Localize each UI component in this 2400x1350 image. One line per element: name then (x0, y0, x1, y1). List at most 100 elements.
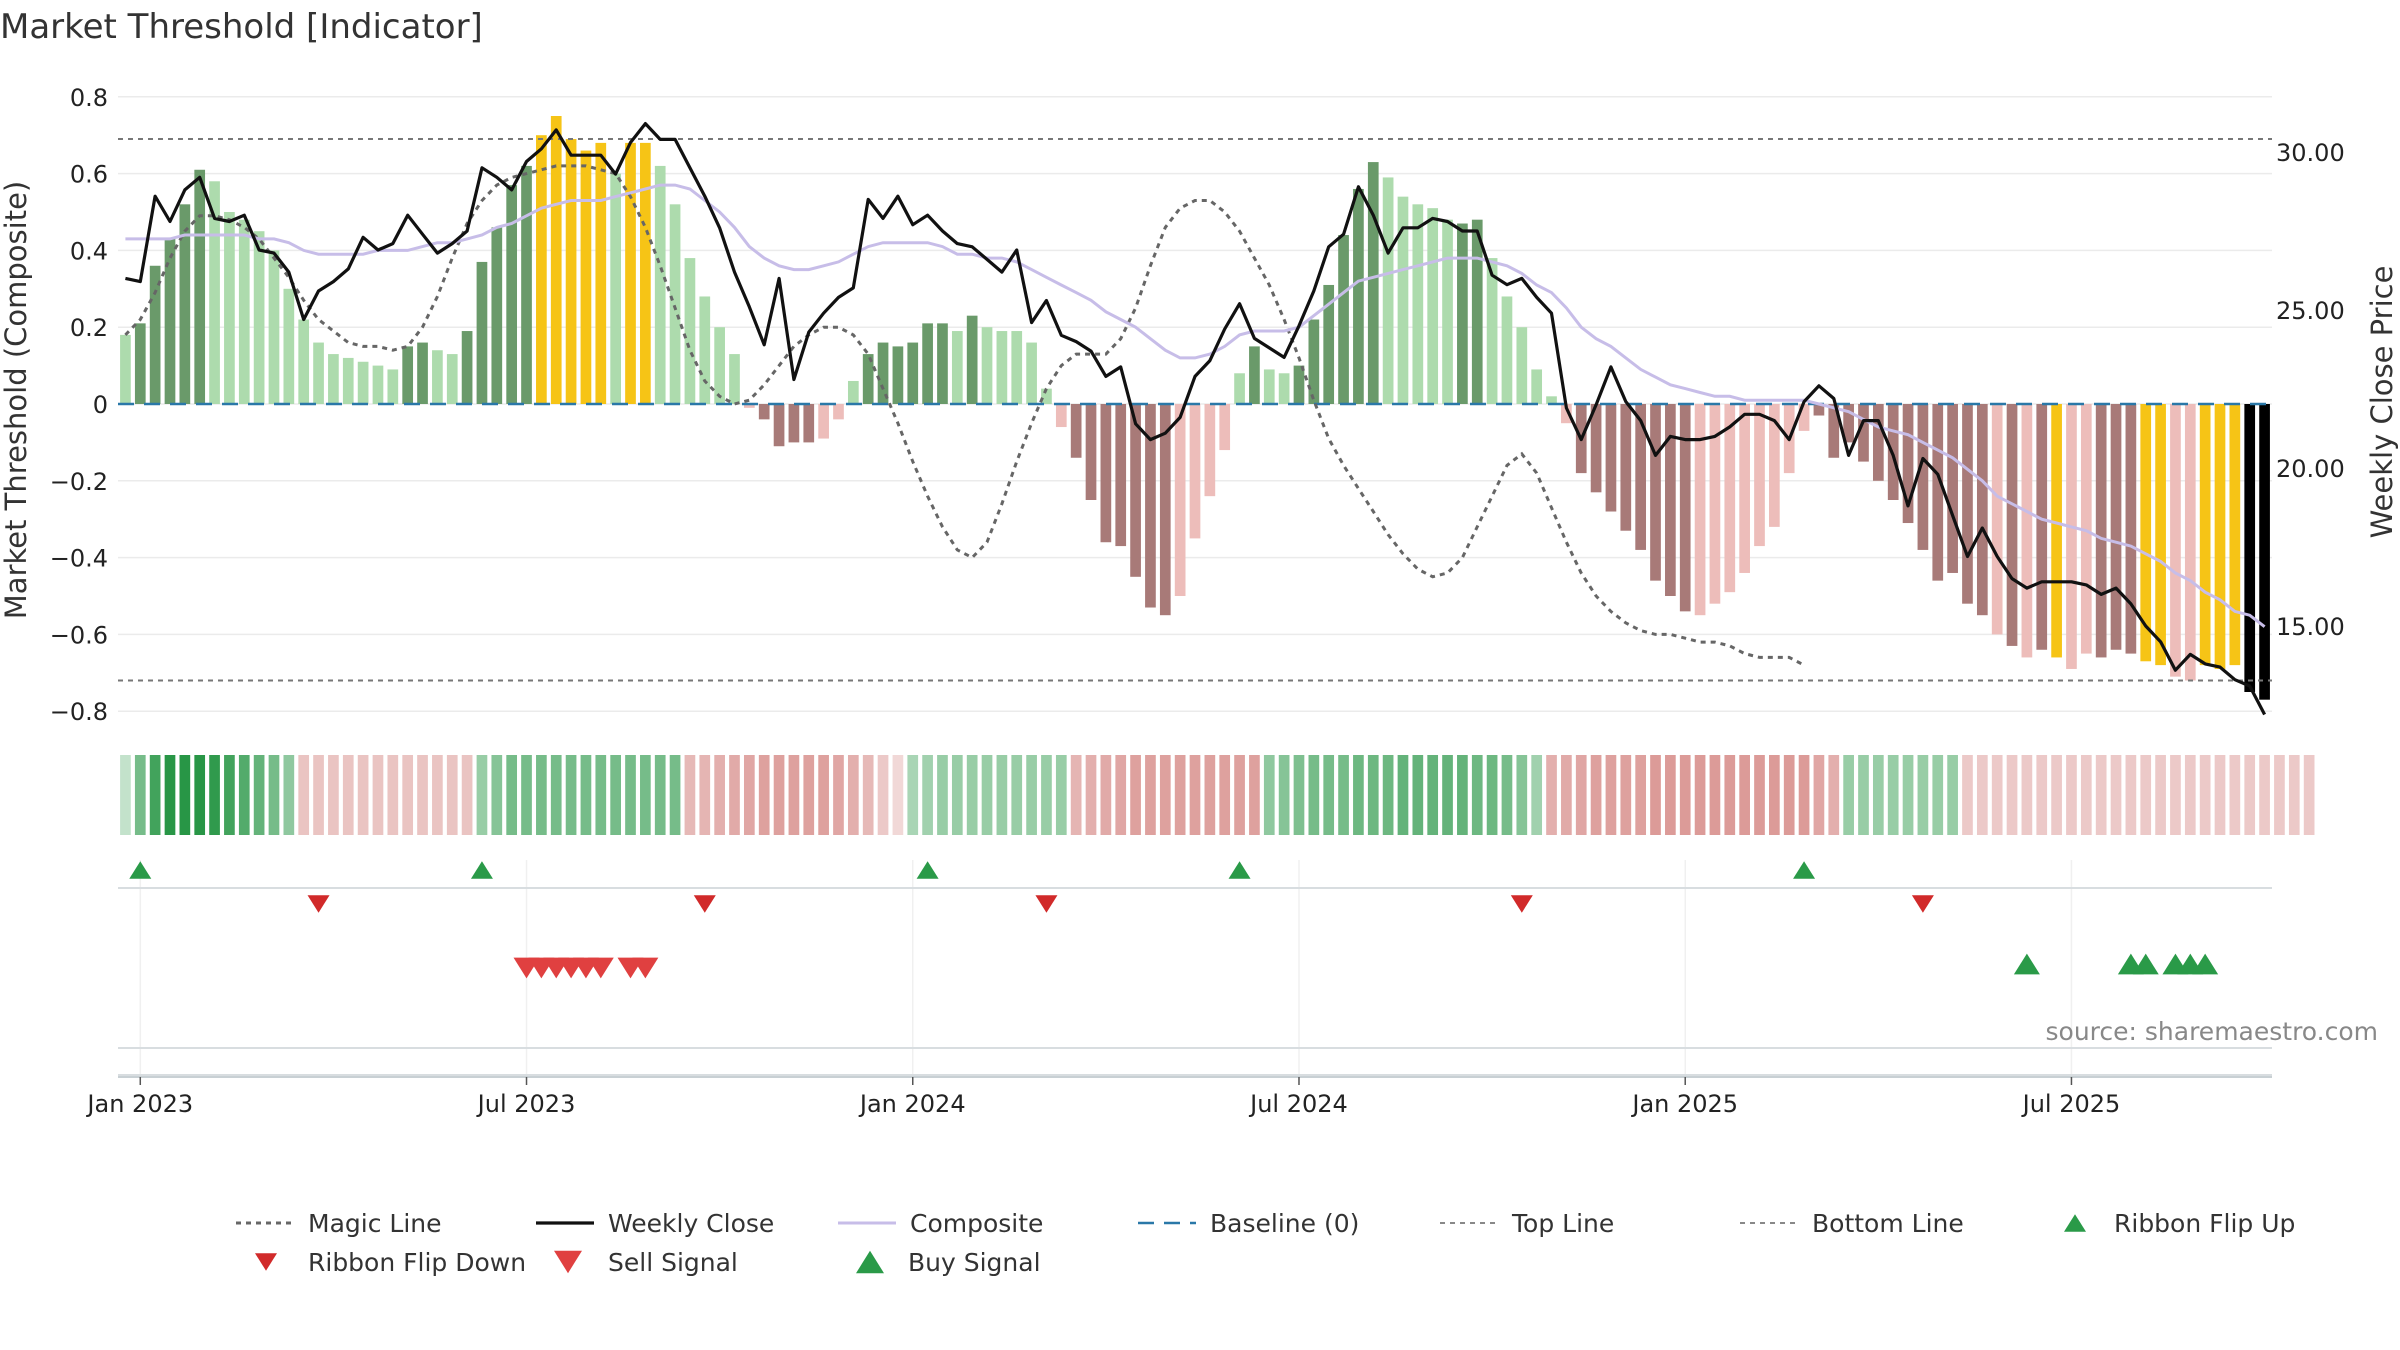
ribbon-cell (937, 755, 948, 835)
composite-bar (506, 185, 518, 404)
composite-bar (640, 142, 651, 404)
ribbon-cell (833, 755, 844, 835)
buy-signal-marker (2132, 953, 2159, 975)
legend-label: Buy Signal (908, 1248, 1041, 1277)
ribbon-cell (1813, 755, 1825, 835)
ribbon-cell (625, 755, 636, 835)
ribbon-cell (595, 755, 607, 835)
ribbon-cell (2036, 755, 2048, 835)
ribbon-cell (1694, 755, 1706, 835)
composite-bar (729, 354, 740, 404)
composite-bar (432, 350, 443, 404)
left-y-axis: 0.8 0.6 0.4 0.2 0 −0.2 −0.4 −0.6 −0.8 (50, 84, 108, 726)
composite-bar (1962, 404, 1973, 604)
composite-bar (1561, 404, 1572, 424)
ribbon-cell (892, 755, 904, 835)
ribbon-cell (521, 755, 532, 835)
ribbon-cell (432, 755, 443, 835)
ribbon-cell (1323, 755, 1335, 835)
ribbon-cell (1976, 755, 1988, 835)
ribbon-cell (476, 755, 488, 835)
composite-bar (134, 323, 146, 404)
legend: Magic Line Weekly Close Composite Baseline … (236, 1209, 2295, 1277)
composite-bar (669, 204, 681, 404)
ribbon-cell (1159, 755, 1171, 835)
ribbon-cell (1100, 755, 1112, 835)
ribbon-flip-up-marker (1793, 861, 1816, 879)
composite-bar (1605, 404, 1617, 512)
composite-bar (1249, 346, 1260, 404)
composite-bar (1189, 404, 1201, 539)
ribbon-cell (1739, 755, 1750, 835)
ribbon-cell (773, 755, 785, 835)
composite-bar (491, 227, 503, 404)
composite-bar (1367, 162, 1379, 404)
ribbon-flip-down-marker (1510, 895, 1533, 913)
ribbon-cell (506, 755, 518, 835)
composite-bar (2244, 404, 2256, 692)
magic-line (124, 164, 1805, 667)
ribbon-cell (1828, 755, 1840, 835)
ribbon-cell (1724, 755, 1736, 835)
composite-bar (328, 354, 339, 404)
ribbon-cell (1338, 755, 1349, 835)
ribbon-flip-up-marker (470, 861, 493, 879)
x-tick-label: Jan 2024 (858, 1090, 966, 1118)
composite-bar (1234, 373, 1245, 404)
composite-bar (1516, 327, 1528, 404)
series-lines (118, 121, 2272, 716)
y-tick-label: −0.8 (50, 698, 108, 726)
ribbon-cell (2066, 755, 2077, 835)
ribbon-cell (610, 755, 621, 835)
ribbon-flip-up-marker (916, 861, 939, 879)
ribbon-cell (1145, 755, 1156, 835)
ribbon-flip-down-marker (1911, 895, 1934, 913)
x-axis: Jan 2023 Jul 2023 Jan 2024 Jul 2024 Jan 2025… (85, 1076, 2272, 1118)
ribbon-cell (1962, 755, 1973, 835)
ribbon-cell (550, 755, 562, 835)
ribbon-cell (1531, 755, 1543, 835)
composite-bar (1546, 396, 1557, 404)
ribbon-cell (2095, 755, 2107, 835)
composite-bar (788, 404, 800, 443)
ribbon-cell (2229, 755, 2241, 835)
ribbon-cell (1783, 755, 1795, 835)
ribbon-cell (1234, 755, 1245, 835)
composite-bar (2125, 404, 2137, 654)
composite-bar (743, 404, 755, 408)
ribbon-cell (1041, 755, 1052, 835)
ribbon-cell (268, 755, 280, 835)
ribbon-cell (729, 755, 740, 835)
composite-bar (595, 142, 607, 404)
ribbon-cell (1620, 755, 1632, 835)
ribbon-cell (1457, 755, 1468, 835)
source-label: source: sharemaestro.com (2046, 1017, 2379, 1046)
x-tick-label: Jul 2023 (476, 1090, 576, 1118)
ribbon-cell (1011, 755, 1023, 835)
y-axis-label: Market Threshold (Composite) (0, 181, 33, 619)
composite-bar (120, 334, 131, 404)
composite-bar (1724, 404, 1736, 593)
composite-bar (1308, 319, 1320, 404)
ribbon-cell (1397, 755, 1409, 835)
composite-bar (1026, 342, 1037, 404)
composite-bar (833, 404, 844, 420)
ribbon-cell (357, 755, 369, 835)
composite-bar (2199, 404, 2211, 666)
legend-swatch (255, 1253, 277, 1271)
ribbon-cell (684, 755, 696, 835)
x-tick-label: Jan 2025 (1630, 1090, 1738, 1118)
ribbon-cell (1516, 755, 1528, 835)
composite-bar (283, 288, 295, 404)
composite-bar (1798, 404, 1810, 431)
ribbon-cell (1917, 755, 1929, 835)
y-tick-label: −0.6 (50, 621, 108, 649)
composite-bar (1442, 219, 1453, 404)
y2-tick-label: 15.00 (2276, 613, 2345, 641)
ribbon-cell (2259, 755, 2270, 835)
composite-bar (625, 142, 636, 404)
composite-bar (937, 323, 948, 404)
ribbon-cell (2125, 755, 2137, 835)
ribbon-cell (1293, 755, 1305, 835)
ribbon-cell (402, 755, 414, 835)
